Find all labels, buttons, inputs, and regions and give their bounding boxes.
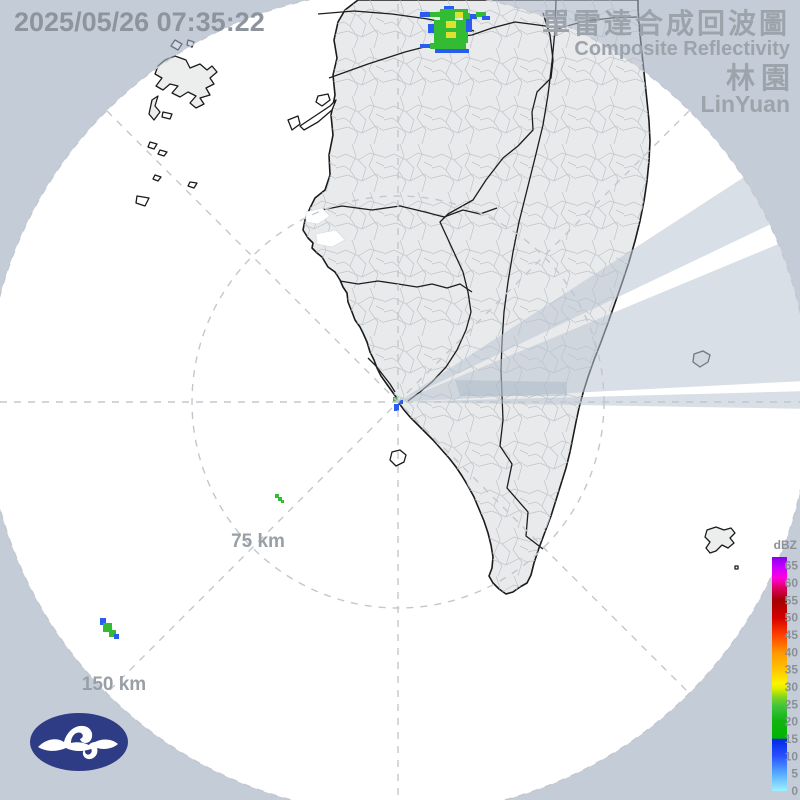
colorbar-tick-label: 15 xyxy=(785,732,799,746)
colorbar-tick-label: 20 xyxy=(785,715,799,729)
echo-cell xyxy=(470,14,477,19)
colorbar-gradient xyxy=(772,557,787,791)
echo-cell xyxy=(430,12,440,17)
echo-cell xyxy=(434,20,468,43)
blockage-wedges xyxy=(398,75,800,412)
echo-cell xyxy=(109,630,116,637)
echo-cell xyxy=(420,12,430,17)
coastal-lagoons xyxy=(305,207,346,248)
timestamp: 2025/05/26 07:35:22 xyxy=(14,7,265,37)
echo-cell xyxy=(398,400,403,404)
radar-echo-cells xyxy=(100,6,490,639)
colorbar-tick-label: 10 xyxy=(785,749,799,763)
echo-cell xyxy=(455,12,463,18)
echo-cell xyxy=(444,6,454,10)
echo-cell xyxy=(430,43,466,49)
island-qimei xyxy=(135,195,150,207)
colorbar-tick-label: 25 xyxy=(785,697,799,711)
sandbar-waisanding xyxy=(299,99,337,131)
ring-label-75km: 75 km xyxy=(231,531,285,552)
echo-cell xyxy=(281,500,284,503)
colorbar-tick-label: 60 xyxy=(785,576,799,590)
product-title-en: Composite Reflectivity xyxy=(574,38,790,60)
echo-cell xyxy=(114,634,119,639)
echo-cell xyxy=(103,623,112,632)
island-penghu xyxy=(154,55,218,109)
ring-label-150km: 150 km xyxy=(82,674,146,695)
island-lanyu xyxy=(704,526,736,554)
product-title-zh: 單雷達合成回波圖 xyxy=(542,7,790,39)
colorbar-tick-label: 40 xyxy=(785,645,799,659)
colorbar-tick-label: 50 xyxy=(785,611,799,625)
cwb-wave-logo xyxy=(30,713,128,771)
echo-cell xyxy=(435,49,469,53)
echo-cell xyxy=(440,9,468,14)
colorbar-tick-label: 65 xyxy=(785,559,799,573)
colorbar-unit: dBZ xyxy=(774,538,797,552)
echo-cell xyxy=(466,19,472,32)
echo-cell xyxy=(463,13,470,20)
echo-cell xyxy=(446,32,456,38)
echo-cell xyxy=(440,13,455,20)
colorbar-tick-label: 55 xyxy=(785,593,799,607)
station-name-en: LinYuan xyxy=(701,91,790,117)
echo-cell xyxy=(446,21,456,28)
station-name-zh: 林園 xyxy=(726,62,796,95)
echo-cell xyxy=(278,497,282,501)
echo-cell xyxy=(428,24,434,33)
echo-cell xyxy=(420,44,430,48)
echo-cell xyxy=(482,16,490,20)
colorbar-tick-label: 35 xyxy=(785,663,799,677)
colorbar-tick-label: 45 xyxy=(785,628,799,642)
echo-cell xyxy=(100,618,106,625)
echo-cell xyxy=(275,494,279,498)
colorbar-tick-label: 30 xyxy=(785,680,799,694)
echo-cell xyxy=(394,404,399,411)
colorbar-tick-label: 5 xyxy=(791,767,798,781)
echo-cell xyxy=(476,12,486,17)
colorbar-tick-label: 0 xyxy=(791,784,798,798)
island-xiyu xyxy=(148,95,161,121)
